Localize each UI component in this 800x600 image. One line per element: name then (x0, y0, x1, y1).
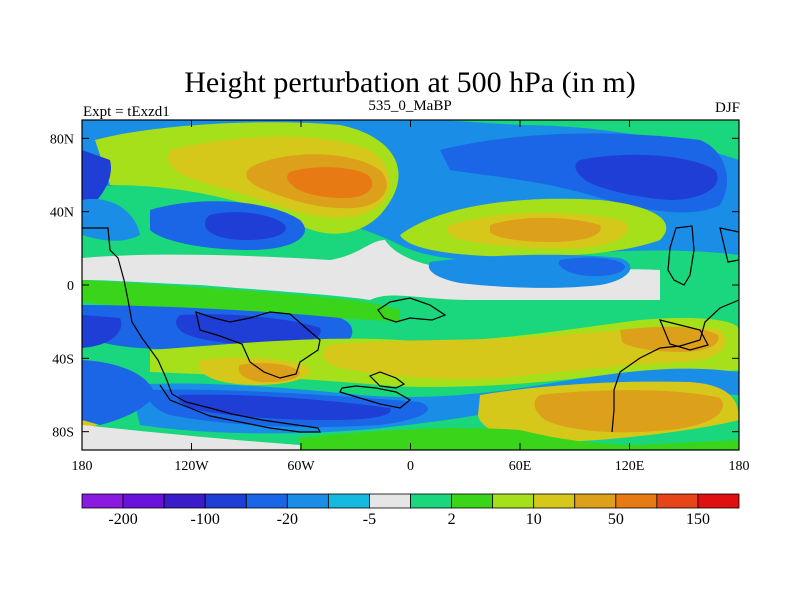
y-tick-label: 40N (50, 206, 74, 221)
center-label: 535_0_MaBP (368, 98, 451, 114)
polar-green (300, 427, 739, 450)
x-tick-label: 180 (729, 459, 750, 474)
y-tick-label: 80N (50, 132, 74, 147)
y-tick-label: 0 (67, 279, 74, 294)
southeast-positive-core (534, 390, 723, 433)
south-negative-west (82, 360, 155, 425)
equatorial-green (82, 280, 400, 322)
colorbar-label: 10 (526, 511, 542, 528)
outline-africa (195, 311, 321, 379)
x-tick-label: 120W (174, 459, 209, 474)
colorbar-swatch (245, 493, 288, 509)
colorbar-swatch (327, 493, 370, 509)
colorbar-swatch (81, 493, 124, 509)
outline-australia (611, 299, 739, 433)
colorbar-swatch (122, 493, 165, 509)
midlat-positive-core-2 (490, 217, 601, 242)
x-tick-label: 120E (615, 459, 645, 474)
colorbar-swatch (286, 493, 329, 509)
colorbar-label: 2 (448, 511, 456, 528)
north-west-negative (82, 150, 111, 215)
outline-japan (667, 225, 695, 286)
colorbar-swatch (451, 493, 494, 509)
colorbar-swatch (163, 493, 206, 509)
colorbar-swatch (369, 493, 411, 509)
outline-island-2 (368, 371, 406, 389)
x-tick-label: 60E (509, 459, 532, 474)
polar-neutral (82, 425, 300, 450)
left-label: Expt = tExzd1 (83, 104, 170, 120)
north-positive-core-3 (287, 167, 373, 198)
colorbar-swatch (615, 493, 658, 509)
colorbar (81, 493, 740, 509)
x-tick-label: 0 (407, 459, 414, 474)
colorbar-label: -100 (191, 511, 220, 528)
outline-asia (377, 297, 447, 323)
colorbar-label: -5 (363, 511, 376, 528)
y-axis: 80N 40N 0 40S 80S (50, 132, 739, 441)
colorbar-swatch (656, 493, 699, 509)
colorbar-swatch (204, 493, 247, 509)
south-positive-core-2 (620, 326, 719, 352)
y-tick-label: 80S (52, 426, 74, 441)
colorbar-swatch (410, 493, 452, 509)
y-tick-label: 40S (52, 352, 74, 367)
colorbar-labels: -200 -100 -20 -5 2 10 50 150 (108, 511, 710, 528)
south-negative-west-core (176, 314, 321, 345)
colorbar-label: 50 (608, 511, 624, 528)
right-label: DJF (715, 100, 740, 116)
continent-outlines (82, 225, 739, 433)
colorbar-label: 150 (686, 511, 710, 528)
west-negative (82, 199, 140, 241)
contour-field (82, 120, 739, 450)
x-axis: 180 120W 60W 0 60E 120E 180 (72, 120, 750, 474)
x-tick-label: 180 (72, 459, 93, 474)
colorbar-label: -20 (277, 511, 298, 528)
x-tick-label: 60W (287, 459, 315, 474)
colorbar-swatch (492, 493, 535, 509)
outline-kamchatka (719, 227, 739, 263)
northeast-negative-core (575, 154, 718, 200)
colorbar-swatch (574, 493, 617, 509)
chart-title: Height perturbation at 500 hPa (in m) (184, 66, 636, 99)
south-negative-far-west (82, 315, 122, 348)
outline-americas (82, 227, 321, 433)
midlat-negative-core (205, 212, 286, 240)
outline-pacific (658, 319, 709, 351)
equatorial-negative-core (558, 257, 625, 277)
outline-island-1 (339, 385, 412, 409)
colorbar-swatch (533, 493, 576, 509)
colorbar-swatch (697, 493, 740, 509)
colorbar-label: -200 (108, 511, 137, 528)
